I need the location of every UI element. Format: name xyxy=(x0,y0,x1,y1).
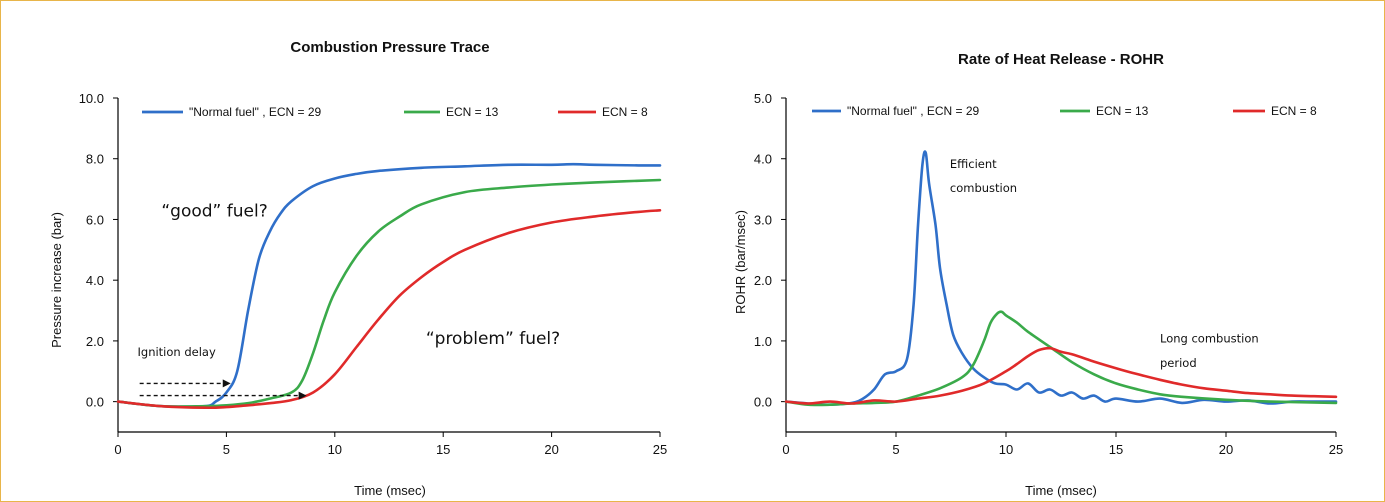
arrow-head xyxy=(298,391,307,400)
y-tick-label: 1.0 xyxy=(754,334,772,349)
annotation-text: “problem” fuel? xyxy=(426,329,560,349)
annotation-text: Efficient xyxy=(950,157,997,171)
series-line-3 xyxy=(784,346,1338,405)
series-line-3 xyxy=(116,209,662,410)
y-tick-label: 4.0 xyxy=(754,152,772,167)
annotation-text: combustion xyxy=(950,181,1017,195)
x-axis-label: Time (msec) xyxy=(1025,483,1097,498)
x-tick-label: 0 xyxy=(114,442,121,457)
series-line-2 xyxy=(116,178,662,408)
y-tick-label: 4.0 xyxy=(86,273,104,288)
y-tick-label: 6.0 xyxy=(86,212,104,227)
y-tick-label: 0.0 xyxy=(754,395,772,410)
annotation-text: period xyxy=(1160,356,1197,370)
x-tick-label: 5 xyxy=(892,442,899,457)
x-axis-label: Time (msec) xyxy=(354,483,426,498)
y-tick-label: 10.0 xyxy=(79,91,104,106)
arrow-head xyxy=(222,379,231,388)
y-tick-label: 0.0 xyxy=(86,395,104,410)
y-tick-label: 3.0 xyxy=(754,212,772,227)
legend-label: ECN = 13 xyxy=(1096,104,1149,118)
annotation-text: Ignition delay xyxy=(138,345,216,359)
chart-pressure-trace: Combustion Pressure Trace Time (msec) Pr… xyxy=(49,39,667,498)
y-tick-label: 8.0 xyxy=(86,152,104,167)
x-tick-label: 20 xyxy=(1219,442,1233,457)
legend-label: ECN = 8 xyxy=(1271,104,1317,118)
plot-area: 0 5 10 15 20 25 0.0 1.0 2.0 3.0 4.0 5.0 "Normal fuel… xyxy=(754,91,1343,457)
x-tick-label: 20 xyxy=(544,442,558,457)
legend-label: "Normal fuel" , ECN = 29 xyxy=(847,104,980,118)
y-tick-label: 5.0 xyxy=(754,91,772,106)
x-tick-label: 15 xyxy=(436,442,450,457)
y-axis-label: Pressure increase (bar) xyxy=(49,212,64,348)
y-axis-label: ROHR (bar/msec) xyxy=(733,210,748,314)
annotation-text: “good” fuel? xyxy=(161,201,267,221)
x-tick-label: 25 xyxy=(1329,442,1343,457)
chart-title: Combustion Pressure Trace xyxy=(290,39,489,56)
chart-rohr: Rate of Heat Release - ROHR Time (msec) … xyxy=(733,51,1343,498)
annotation-text: Long combustion xyxy=(1160,332,1259,346)
series-line-1 xyxy=(784,150,1338,407)
series-line-2 xyxy=(784,310,1338,407)
legend-label: ECN = 13 xyxy=(446,105,499,119)
x-tick-label: 25 xyxy=(653,442,667,457)
x-tick-label: 15 xyxy=(1109,442,1123,457)
x-tick-label: 5 xyxy=(223,442,230,457)
y-tick-label: 2.0 xyxy=(86,334,104,349)
legend-label: ECN = 8 xyxy=(602,105,648,119)
x-tick-label: 10 xyxy=(328,442,342,457)
plot-area: 0 5 10 15 20 25 0.0 2.0 4.0 6.0 8.0 10.0 "Normal fue… xyxy=(79,91,668,457)
x-tick-label: 10 xyxy=(999,442,1013,457)
chart-title: Rate of Heat Release - ROHR xyxy=(958,51,1164,68)
y-tick-label: 2.0 xyxy=(754,273,772,288)
x-tick-label: 0 xyxy=(782,442,789,457)
legend-label: "Normal fuel" , ECN = 29 xyxy=(189,105,322,119)
series-line-1 xyxy=(116,162,662,409)
